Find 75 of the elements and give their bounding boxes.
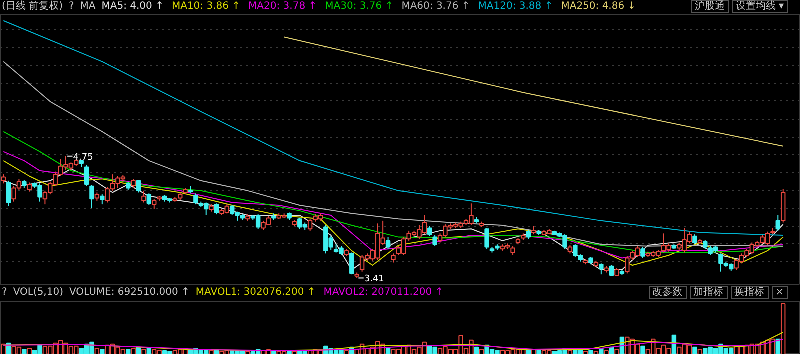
text: MA250: 4.86 ↓ — [561, 1, 636, 12]
bar — [604, 350, 609, 354]
candlestick — [640, 246, 646, 259]
candlestick — [609, 264, 614, 277]
text: ? — [2, 287, 8, 298]
candlestick — [27, 182, 32, 192]
bar — [588, 350, 594, 354]
text: VOL(5,10) — [13, 287, 64, 298]
text: MAVOL1: 302076.200 ↑ — [196, 287, 316, 298]
candlestick — [391, 253, 396, 264]
text: MAVOL2: 207011.200 ↑ — [324, 287, 444, 298]
bar — [583, 350, 588, 354]
bar — [599, 348, 604, 354]
bar — [614, 348, 620, 354]
candlestick — [599, 263, 604, 276]
candlestick — [146, 193, 152, 206]
candlestick — [90, 184, 94, 209]
bar — [22, 348, 27, 354]
candlestick — [84, 164, 90, 187]
candlestick — [152, 198, 157, 210]
candlestick — [214, 203, 220, 216]
candlestick — [386, 236, 391, 250]
bar — [94, 348, 100, 354]
text: MA20: 3.78 ↑ — [248, 1, 318, 12]
text: 设置均线 ▾ — [732, 0, 788, 13]
candlestick — [100, 194, 105, 206]
bar — [146, 348, 152, 354]
candlestick — [776, 214, 781, 232]
candlestick — [432, 234, 438, 247]
text: MA60: 3.76 ↑ — [402, 1, 470, 12]
text: (日线 前复权) — [2, 1, 63, 12]
bar — [780, 304, 786, 354]
text: MA5: 4.00 ↑ — [102, 1, 164, 12]
candlestick — [526, 230, 532, 240]
bar — [272, 350, 276, 354]
text: × — [772, 286, 788, 299]
candlestick — [428, 226, 432, 237]
annotation: 3.41 — [364, 274, 384, 285]
text: 沪股通 — [690, 0, 729, 13]
bar — [344, 350, 350, 354]
text: VOLUME: 692510.000 ↑ — [70, 287, 190, 298]
bar — [246, 350, 250, 354]
bar — [698, 348, 703, 354]
candlestick — [484, 228, 490, 250]
candlestick — [194, 193, 198, 206]
bar — [536, 350, 542, 354]
bar — [100, 348, 105, 354]
text: MA120: 3.88 ↑ — [478, 1, 554, 12]
bar — [479, 348, 484, 354]
candlestick — [350, 252, 354, 276]
bar — [209, 350, 214, 354]
candlestick — [308, 218, 313, 232]
bar — [142, 348, 146, 354]
text: MA30: 3.76 ↑ — [325, 1, 394, 12]
bar — [594, 350, 599, 354]
candlestick — [1, 174, 6, 184]
text: 换指标 — [730, 286, 769, 299]
bar — [692, 346, 698, 354]
candlestick — [131, 178, 136, 189]
annotation: 4.75 — [73, 152, 94, 163]
bar — [386, 348, 391, 354]
bar — [640, 346, 646, 354]
text: 加指标 — [690, 286, 728, 299]
candlestick — [136, 180, 142, 194]
bar — [131, 348, 136, 354]
text: ? — [68, 1, 74, 12]
candlestick — [6, 180, 12, 207]
text: MA10: 3.86 ↑ — [172, 1, 241, 12]
bar — [126, 348, 131, 354]
text: MA — [80, 1, 96, 12]
bar — [474, 346, 480, 354]
candlestick — [692, 234, 698, 246]
text: 改参数 — [648, 286, 687, 299]
bar — [27, 348, 32, 354]
candlestick — [142, 190, 146, 204]
